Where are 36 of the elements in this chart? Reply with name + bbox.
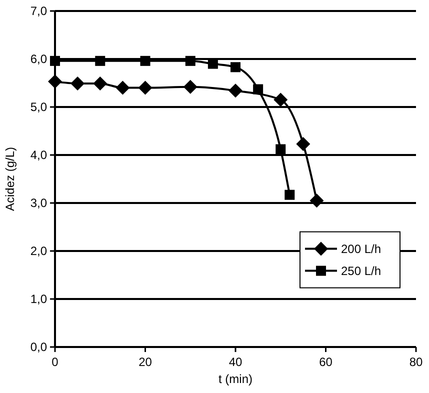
y-tick-label: 0,0 [30,340,48,354]
point [116,80,130,95]
point [95,56,106,66]
point [183,80,198,94]
y-axis-title: Acidez (g/L) [3,146,17,212]
point [253,84,264,94]
y-tick-label: 2,0 [30,244,48,258]
legend-label: 250 L/h [341,264,382,278]
x-tick-label: 40 [228,355,242,369]
y-tick-label: 3,0 [30,196,48,210]
point [296,136,310,151]
point [93,76,108,90]
point [185,56,196,66]
point [284,190,295,200]
point [50,56,60,66]
x-tick-label: 20 [138,355,152,369]
y-tick-label: 6,0 [30,52,48,66]
point [310,194,324,208]
point [228,84,242,98]
point [48,74,62,89]
y-tick-label: 5,0 [30,100,48,114]
point [138,80,152,95]
x-tick-label: 60 [319,355,333,369]
y-tick-label: 7,0 [30,4,48,18]
point [140,56,150,66]
y-tick-label: 4,0 [30,148,48,162]
point [276,144,286,154]
point [274,92,288,107]
point [230,62,240,72]
x-tick-label: 0 [52,355,59,369]
legend-label: 200 L/h [341,242,382,256]
x-tick-label: 80 [409,355,423,369]
y-tick-label: 1,0 [30,292,48,306]
point [70,76,85,90]
point [208,58,218,69]
x-axis-title: t (min) [218,372,252,386]
